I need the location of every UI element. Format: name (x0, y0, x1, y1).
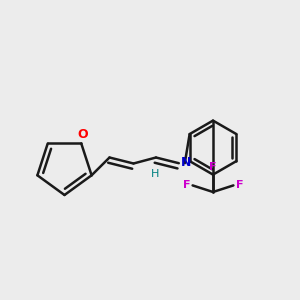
Text: H: H (151, 169, 159, 179)
Text: N: N (181, 156, 191, 169)
Text: F: F (236, 180, 243, 190)
Text: F: F (209, 162, 217, 172)
Text: F: F (183, 180, 190, 190)
Text: O: O (77, 128, 88, 141)
